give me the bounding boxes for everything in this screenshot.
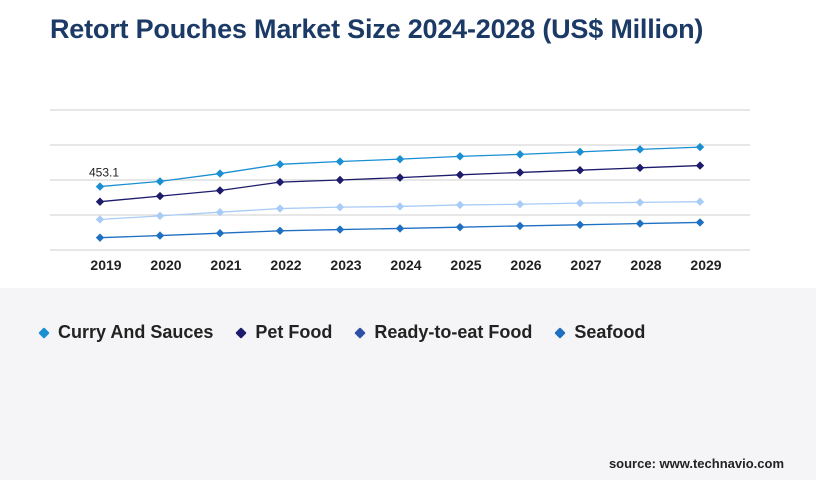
data-point-seafood <box>155 231 165 240</box>
diamond-marker-icon <box>235 326 248 339</box>
data-point-seafood <box>215 229 225 238</box>
data-point-seafood <box>635 219 645 228</box>
x-tick-label: 2023 <box>330 257 361 273</box>
legend-label: Ready-to-eat Food <box>374 322 533 342</box>
data-point-pet-food <box>575 166 585 175</box>
data-point-curry-and-sauces <box>575 147 585 157</box>
data-point-ready-to-eat-food <box>635 198 645 207</box>
legend-label: Pet Food <box>255 322 333 342</box>
data-point-ready-to-eat-food <box>695 197 705 206</box>
x-tick-label: 2022 <box>270 257 301 273</box>
data-point-seafood <box>695 218 705 227</box>
data-points <box>95 142 705 242</box>
data-point-curry-and-sauces <box>215 169 225 178</box>
data-point-seafood <box>515 221 525 231</box>
data-point-curry-and-sauces <box>275 160 285 169</box>
data-point-ready-to-eat-food <box>215 208 225 217</box>
data-point-pet-food <box>515 168 525 177</box>
data-point-ready-to-eat-food <box>395 202 405 211</box>
line-chart: 453.1 2019 2020 2021 2022 2023 2024 2025 2026 20… <box>50 109 750 273</box>
x-tick-label: 2026 <box>510 257 541 273</box>
x-tick-label: 2025 <box>450 257 481 273</box>
chart-title: Retort Pouches Market Size 2024-2028 (US… <box>50 14 704 44</box>
x-tick-label: 2024 <box>390 257 421 273</box>
diamond-marker-icon <box>354 326 367 339</box>
data-point-seafood <box>395 224 405 233</box>
data-point-ready-to-eat-food <box>515 200 525 209</box>
data-labels: 453.1 <box>89 166 119 180</box>
source-credit: source: www.technavio.com <box>608 456 784 471</box>
x-tick-label: 2028 <box>630 257 661 273</box>
data-point-seafood <box>95 233 105 242</box>
data-point-seafood <box>575 220 585 229</box>
data-point-curry-and-sauces <box>95 182 105 191</box>
data-point-pet-food <box>635 163 645 173</box>
data-point-curry-and-sauces <box>335 157 345 166</box>
diamond-marker-icon <box>38 326 50 339</box>
legend-item-seafood[interactable]: Seafood <box>554 322 645 343</box>
data-point-ready-to-eat-food <box>575 198 585 208</box>
x-tick-label: 2029 <box>690 257 721 273</box>
data-point-curry-and-sauces <box>695 142 705 152</box>
data-point-pet-food <box>95 197 105 206</box>
data-point-ready-to-eat-food <box>335 202 345 212</box>
series-line-pet-food <box>99 164 701 203</box>
data-point-curry-and-sauces <box>515 150 525 159</box>
x-tick-label: 2021 <box>210 257 241 273</box>
x-axis-ticks: 2019 2020 2021 2022 2023 2024 2025 2026 2027 2028… <box>90 257 721 273</box>
data-point-curry-and-sauces <box>455 152 465 161</box>
data-point-pet-food <box>155 191 165 201</box>
legend-label: Seafood <box>574 322 646 342</box>
data-point-pet-food <box>275 177 285 187</box>
data-point-seafood <box>455 222 465 232</box>
legend-item-pet-food[interactable]: Pet Food <box>235 322 332 343</box>
legend-item-curry-and-sauces[interactable]: Curry And Sauces <box>38 322 213 343</box>
data-label: 453.1 <box>89 166 119 180</box>
legend: Curry And Sauces Pet Food Ready-to-eat F… <box>38 322 667 343</box>
x-tick-label: 2019 <box>90 257 121 273</box>
data-point-ready-to-eat-food <box>455 200 465 210</box>
x-tick-label: 2020 <box>150 257 181 273</box>
data-point-ready-to-eat-food <box>275 204 285 213</box>
diamond-marker-icon <box>554 326 567 339</box>
data-point-ready-to-eat-food <box>155 211 165 221</box>
plot-panel <box>0 76 816 288</box>
x-tick-label: 2027 <box>570 257 601 273</box>
header: Retort Pouches Market Size 2024-2028 (US… <box>0 0 816 76</box>
data-point-curry-and-sauces <box>395 154 405 164</box>
data-point-curry-and-sauces <box>155 177 165 186</box>
legend-item-ready-to-eat-food[interactable]: Ready-to-eat Food <box>354 322 532 343</box>
data-point-curry-and-sauces <box>635 145 645 154</box>
data-point-ready-to-eat-food <box>95 215 105 224</box>
data-point-seafood <box>275 226 285 236</box>
data-point-seafood <box>335 225 345 234</box>
data-point-pet-food <box>455 170 465 180</box>
data-point-pet-food <box>695 161 705 170</box>
data-point-pet-food <box>215 186 225 195</box>
legend-label: Curry And Sauces <box>58 322 214 342</box>
data-point-pet-food <box>395 173 405 182</box>
data-point-pet-food <box>335 175 345 185</box>
